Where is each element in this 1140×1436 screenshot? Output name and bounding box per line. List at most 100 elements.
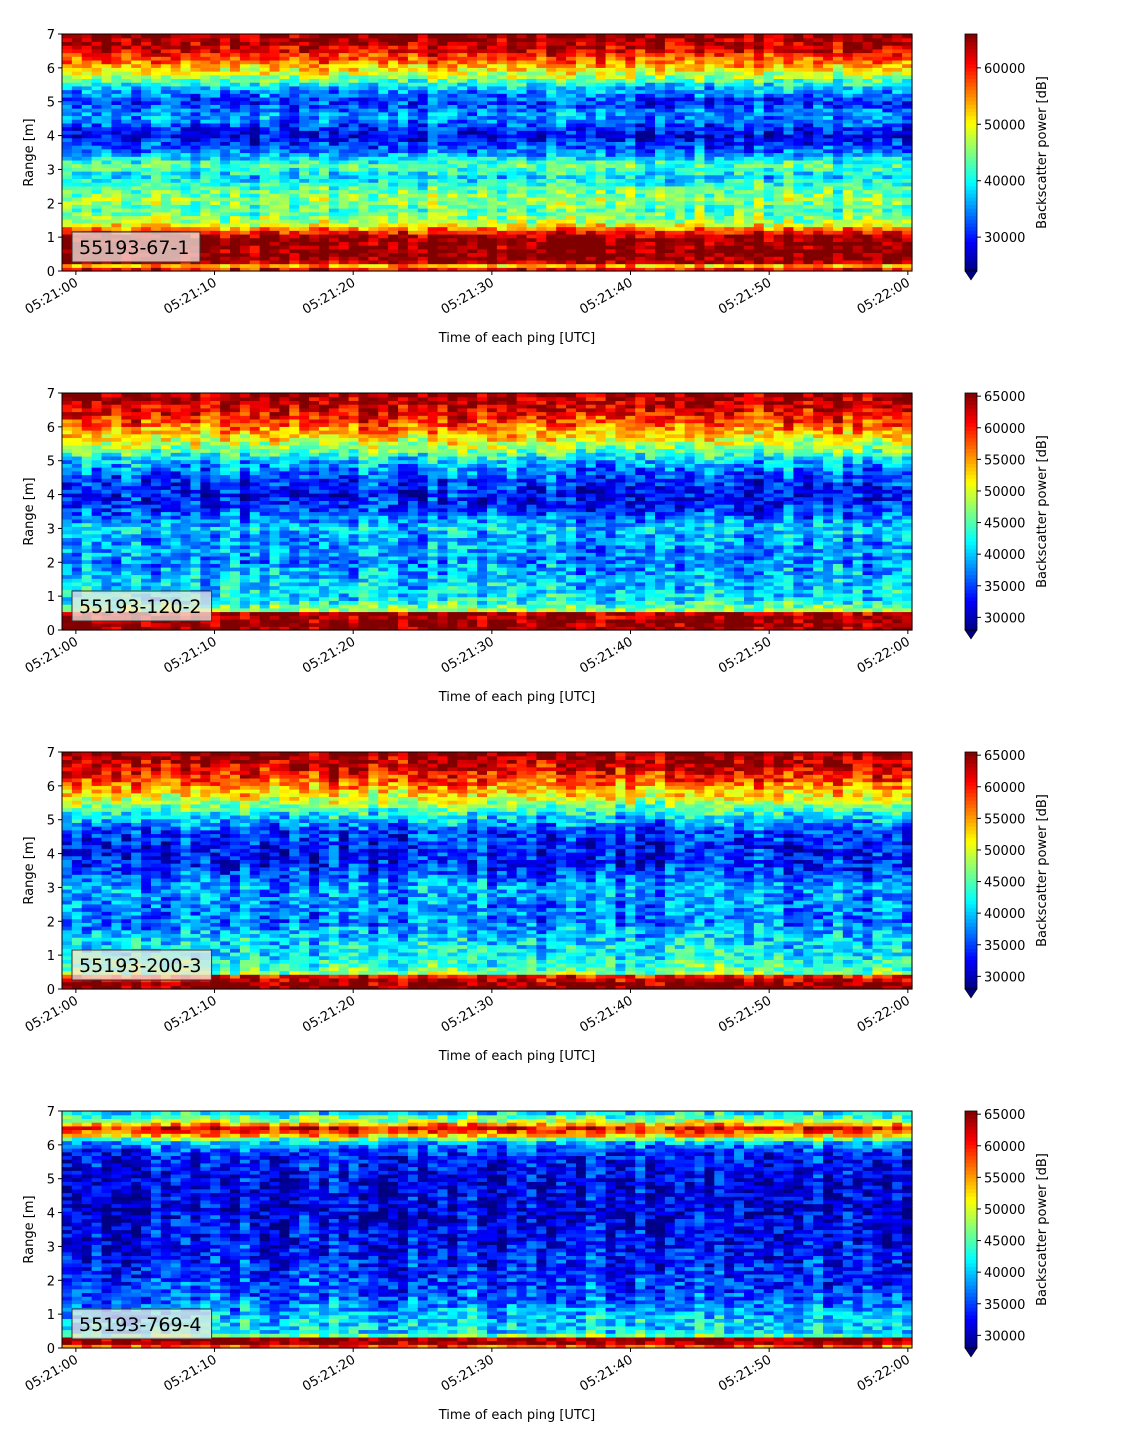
heatmap-cell bbox=[783, 59, 794, 65]
heatmap-cell bbox=[407, 156, 419, 161]
heatmap-cell bbox=[230, 248, 241, 254]
heatmap-cell bbox=[388, 171, 399, 176]
heatmap-cell bbox=[190, 130, 201, 135]
heatmap-cell bbox=[467, 215, 478, 220]
heatmap-cell bbox=[338, 219, 350, 224]
heatmap-cell bbox=[150, 211, 162, 217]
heatmap-cell bbox=[773, 211, 785, 217]
heatmap-cell bbox=[506, 148, 518, 154]
heatmap-cell bbox=[674, 85, 686, 91]
heatmap-cell bbox=[803, 215, 814, 220]
heatmap-cell bbox=[615, 71, 626, 76]
heatmap-cell bbox=[62, 148, 73, 154]
heatmap-cell bbox=[249, 45, 261, 50]
heatmap-cell bbox=[348, 37, 360, 42]
heatmap-cell bbox=[575, 34, 587, 39]
heatmap-cell bbox=[556, 85, 567, 91]
heatmap-cell bbox=[111, 100, 122, 105]
heatmap-cell bbox=[664, 59, 676, 65]
heatmap-cell bbox=[566, 93, 577, 98]
heatmap-cell bbox=[645, 82, 656, 87]
heatmap-cell bbox=[81, 193, 93, 198]
heatmap-cell bbox=[823, 237, 834, 242]
heatmap-cell bbox=[249, 233, 261, 239]
heatmap-cell bbox=[763, 248, 775, 254]
heatmap-cell bbox=[783, 208, 794, 213]
heatmap-cell bbox=[813, 267, 824, 272]
heatmap-cell bbox=[101, 189, 113, 194]
heatmap-cell bbox=[457, 122, 468, 128]
heatmap-cell bbox=[506, 37, 518, 42]
heatmap-cell bbox=[556, 256, 567, 261]
heatmap-cell bbox=[526, 145, 538, 150]
heatmap-cell bbox=[249, 93, 261, 98]
heatmap-cell bbox=[457, 178, 468, 183]
heatmap-cell bbox=[575, 233, 587, 239]
heatmap-cell bbox=[803, 82, 814, 87]
heatmap-cell bbox=[121, 34, 132, 39]
heatmap-cell bbox=[427, 263, 439, 268]
heatmap-cell bbox=[437, 237, 449, 242]
heatmap-cell bbox=[91, 163, 103, 168]
heatmap-cell bbox=[813, 219, 824, 224]
heatmap-cell bbox=[259, 34, 271, 39]
heatmap-cell bbox=[763, 74, 775, 80]
heatmap-cell bbox=[131, 196, 142, 202]
heatmap-cell bbox=[704, 193, 715, 198]
heatmap-cell bbox=[378, 263, 389, 268]
heatmap-cell bbox=[447, 41, 458, 46]
heatmap-cell bbox=[457, 241, 468, 246]
heatmap-cell bbox=[249, 34, 261, 39]
heatmap-cell bbox=[91, 185, 103, 191]
heatmap-cell bbox=[457, 45, 468, 50]
heatmap-cell bbox=[269, 219, 281, 224]
heatmap-cell bbox=[793, 245, 804, 250]
heatmap-cell bbox=[674, 174, 686, 180]
heatmap-cell bbox=[407, 108, 419, 113]
heatmap-cell bbox=[62, 63, 73, 68]
heatmap-cell bbox=[427, 56, 439, 61]
heatmap-cell bbox=[496, 67, 508, 72]
heatmap-cell bbox=[309, 126, 320, 131]
heatmap-cell bbox=[625, 104, 636, 109]
heatmap-cell bbox=[150, 108, 162, 113]
heatmap-cell bbox=[566, 219, 577, 224]
heatmap-cell bbox=[141, 108, 152, 113]
heatmap-cell bbox=[813, 167, 824, 172]
heatmap-cell bbox=[625, 41, 636, 46]
heatmap-cell bbox=[823, 267, 834, 272]
heatmap-cell bbox=[407, 222, 419, 228]
heatmap-cell bbox=[62, 104, 73, 109]
heatmap-cell bbox=[368, 89, 379, 94]
heatmap-cell bbox=[823, 108, 834, 113]
heatmap-cell bbox=[724, 208, 735, 213]
heatmap-cell bbox=[635, 48, 646, 54]
heatmap-cell bbox=[625, 56, 636, 61]
heatmap-cell bbox=[566, 248, 577, 254]
heatmap-cell bbox=[437, 252, 449, 257]
heatmap-cell bbox=[388, 111, 399, 117]
heatmap-cell bbox=[131, 67, 142, 72]
heatmap-cell bbox=[615, 119, 626, 124]
heatmap-cell bbox=[674, 104, 686, 109]
heatmap-cell bbox=[625, 204, 636, 209]
heatmap-cell bbox=[546, 104, 557, 109]
heatmap-cell bbox=[190, 71, 201, 76]
heatmap-cell bbox=[150, 82, 162, 87]
heatmap-cell bbox=[763, 71, 775, 76]
heatmap-cell bbox=[595, 59, 607, 65]
heatmap-cell bbox=[160, 41, 172, 46]
heatmap-cell bbox=[180, 219, 192, 224]
heatmap-cell bbox=[773, 193, 785, 198]
heatmap-cell bbox=[506, 67, 518, 72]
heatmap-cell bbox=[279, 200, 290, 205]
heatmap-cell bbox=[625, 185, 636, 191]
heatmap-cell bbox=[546, 41, 557, 46]
heatmap-cell bbox=[753, 148, 765, 154]
heatmap-cell bbox=[180, 185, 192, 191]
heatmap-cell bbox=[378, 237, 389, 242]
heatmap-cell bbox=[230, 193, 241, 198]
heatmap-cell bbox=[348, 89, 360, 94]
heatmap-cell bbox=[328, 59, 340, 65]
heatmap-cell bbox=[496, 193, 508, 198]
